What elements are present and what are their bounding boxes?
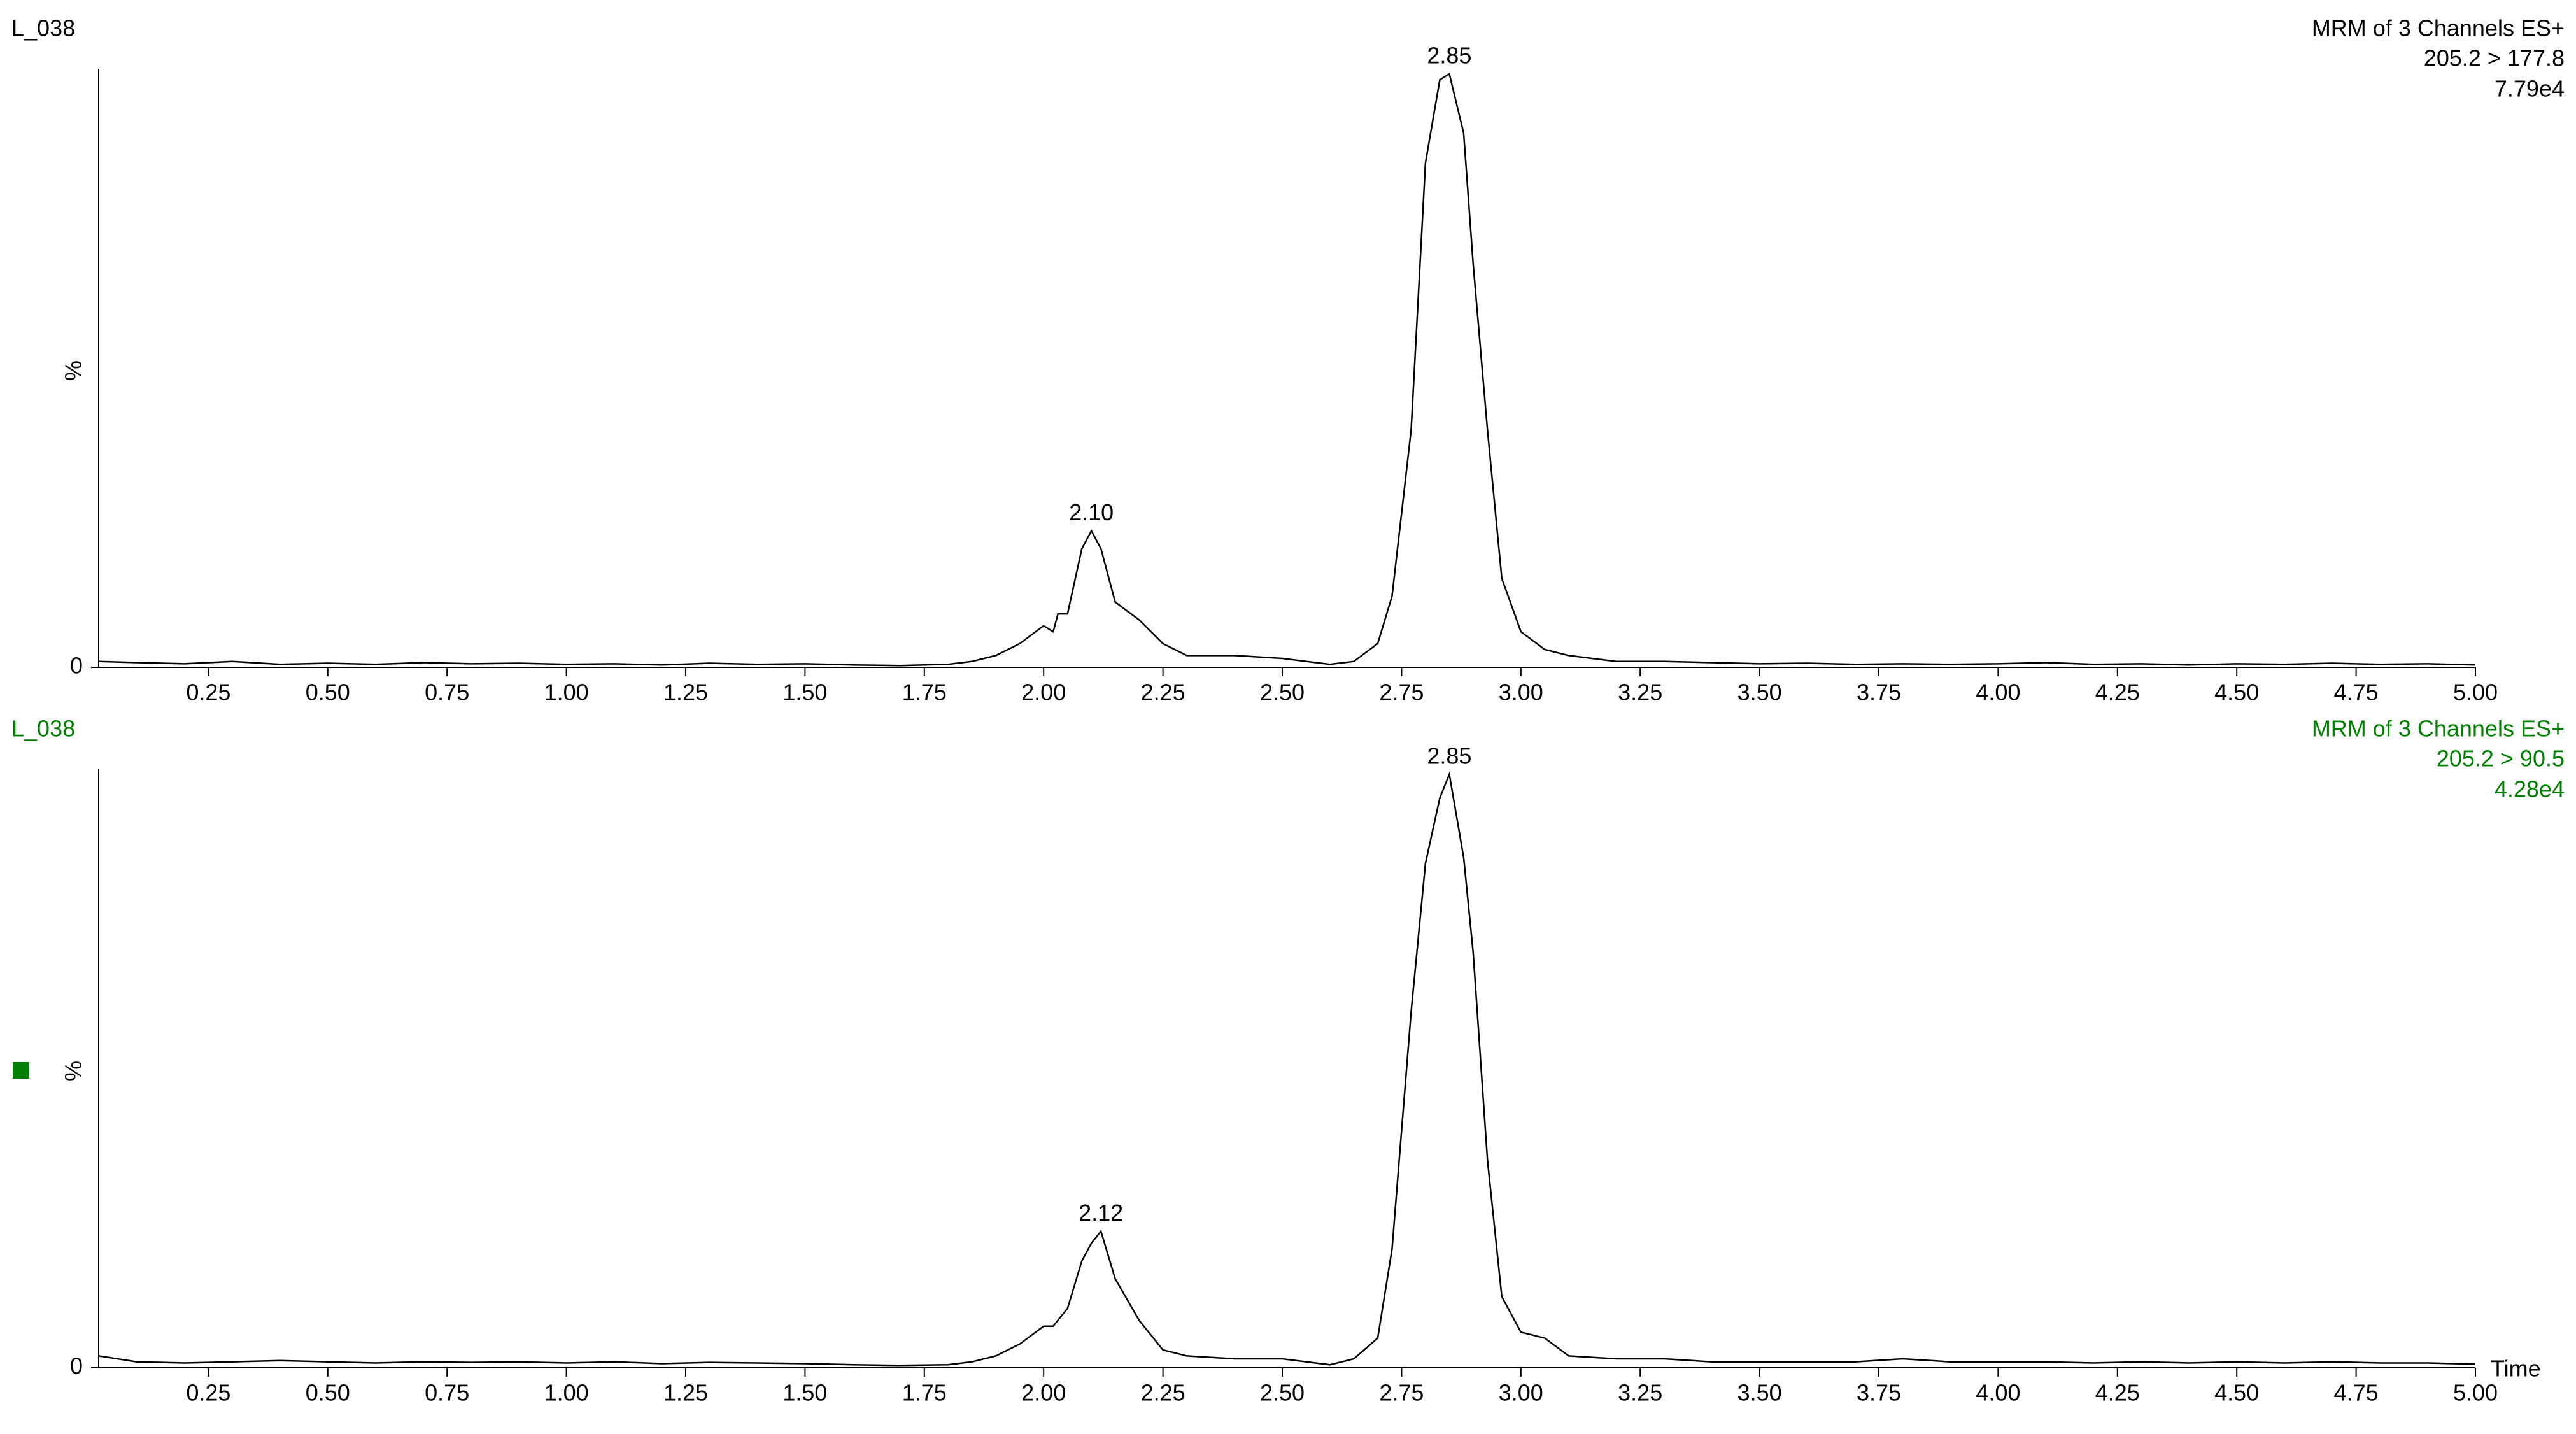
x-tick-label: 2.50 <box>1260 679 1305 706</box>
x-tick-label: 1.50 <box>782 1380 827 1406</box>
intensity: 7.79e4 <box>2495 76 2565 102</box>
x-tick-label: 2.00 <box>1021 679 1066 706</box>
x-tick-label: 0.50 <box>306 679 350 706</box>
x-tick-label: 1.00 <box>544 1380 589 1406</box>
y-axis-label: % <box>60 360 87 381</box>
x-tick-label: 3.75 <box>1857 679 1901 706</box>
x-tick-label: 0.75 <box>425 1380 469 1406</box>
peak-label: 2.12 <box>1079 1200 1123 1226</box>
peak-label: 2.10 <box>1069 499 1114 525</box>
x-tick-label: 0.75 <box>425 679 469 706</box>
x-tick-label: 1.75 <box>902 679 947 706</box>
x-axis-label: Time <box>2491 1356 2541 1382</box>
intensity: 4.28e4 <box>2495 776 2565 802</box>
x-tick-label: 4.50 <box>2214 679 2259 706</box>
channel-title: MRM of 3 Channels ES+ <box>2312 15 2565 41</box>
x-tick-label: 3.75 <box>1857 1380 1901 1406</box>
x-tick-label: 2.25 <box>1141 1380 1185 1406</box>
x-tick-label: 1.50 <box>782 679 827 706</box>
x-tick-label: 4.75 <box>2334 1380 2379 1406</box>
sample-name: L_038 <box>11 15 75 41</box>
x-tick-label: 3.00 <box>1499 679 1543 706</box>
x-tick-label: 4.25 <box>2095 1380 2140 1406</box>
y-tick-label: 0 <box>70 1353 83 1379</box>
x-tick-label: 2.50 <box>1260 1380 1305 1406</box>
channel-title: MRM of 3 Channels ES+ <box>2312 716 2565 742</box>
y-tick-label: 0 <box>70 653 83 679</box>
x-tick-label: 1.25 <box>663 1380 708 1406</box>
x-tick-label: 2.00 <box>1021 1380 1066 1406</box>
x-tick-label: 3.00 <box>1499 1380 1543 1406</box>
sample-name: L_038 <box>11 716 75 742</box>
trace <box>98 771 2476 1367</box>
x-tick-label: 1.25 <box>663 679 708 706</box>
peak-label: 2.85 <box>1427 743 1471 769</box>
transition: 205.2 > 90.5 <box>2437 746 2565 772</box>
channel-marker <box>13 1062 29 1079</box>
x-tick-label: 3.25 <box>1618 679 1662 706</box>
x-tick-label: 3.50 <box>1737 1380 1782 1406</box>
peak-label: 2.85 <box>1427 43 1471 69</box>
x-tick-label: 5.00 <box>2453 679 2498 706</box>
x-tick-label: 2.75 <box>1379 1380 1424 1406</box>
y-axis-label: % <box>60 1061 87 1081</box>
x-tick-label: 0.50 <box>306 1380 350 1406</box>
x-tick-label: 3.25 <box>1618 1380 1662 1406</box>
x-tick-label: 4.50 <box>2214 1380 2259 1406</box>
x-tick-label: 2.75 <box>1379 679 1424 706</box>
x-tick-label: 4.00 <box>1976 1380 2020 1406</box>
x-tick-label: 5.00 <box>2453 1380 2498 1406</box>
x-tick-label: 4.75 <box>2334 679 2379 706</box>
x-tick-label: 3.50 <box>1737 679 1782 706</box>
x-tick-label: 0.25 <box>186 679 230 706</box>
x-tick-label: 4.00 <box>1976 679 2020 706</box>
x-tick-label: 4.25 <box>2095 679 2140 706</box>
trace <box>98 73 2476 667</box>
x-tick-label: 1.75 <box>902 1380 947 1406</box>
x-tick-label: 0.25 <box>186 1380 230 1406</box>
transition: 205.2 > 177.8 <box>2424 45 2565 71</box>
x-tick-label: 1.00 <box>544 679 589 706</box>
x-tick-label: 2.25 <box>1141 679 1185 706</box>
